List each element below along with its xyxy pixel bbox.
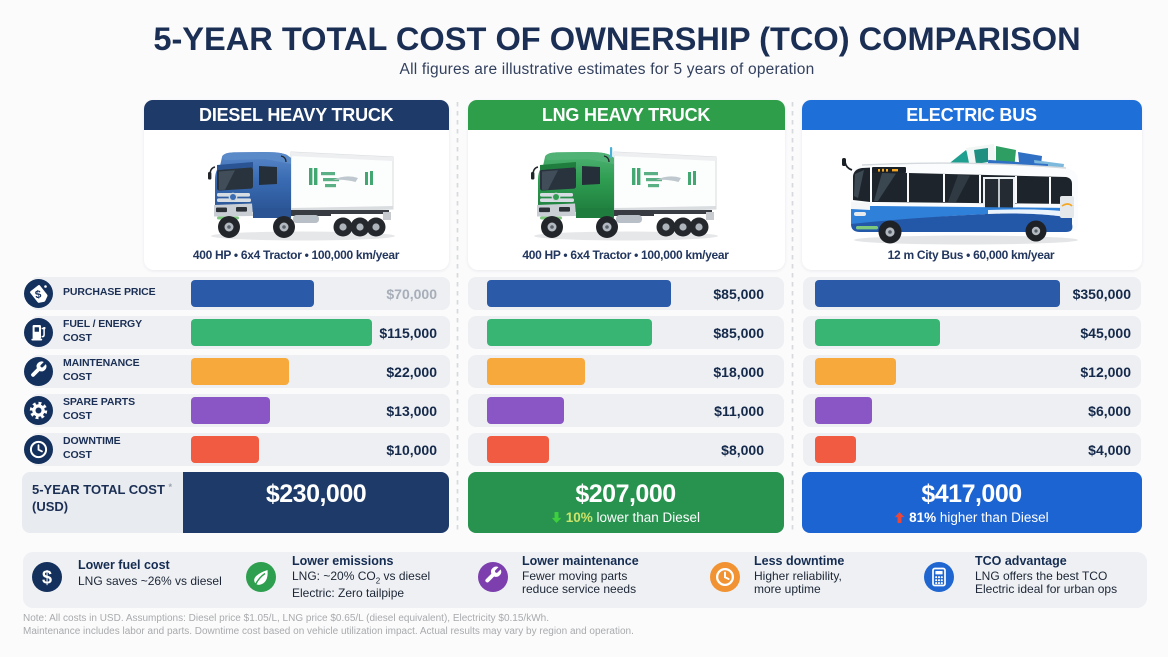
svg-text:$: $ <box>42 568 52 588</box>
svg-text:$: $ <box>34 288 42 301</box>
